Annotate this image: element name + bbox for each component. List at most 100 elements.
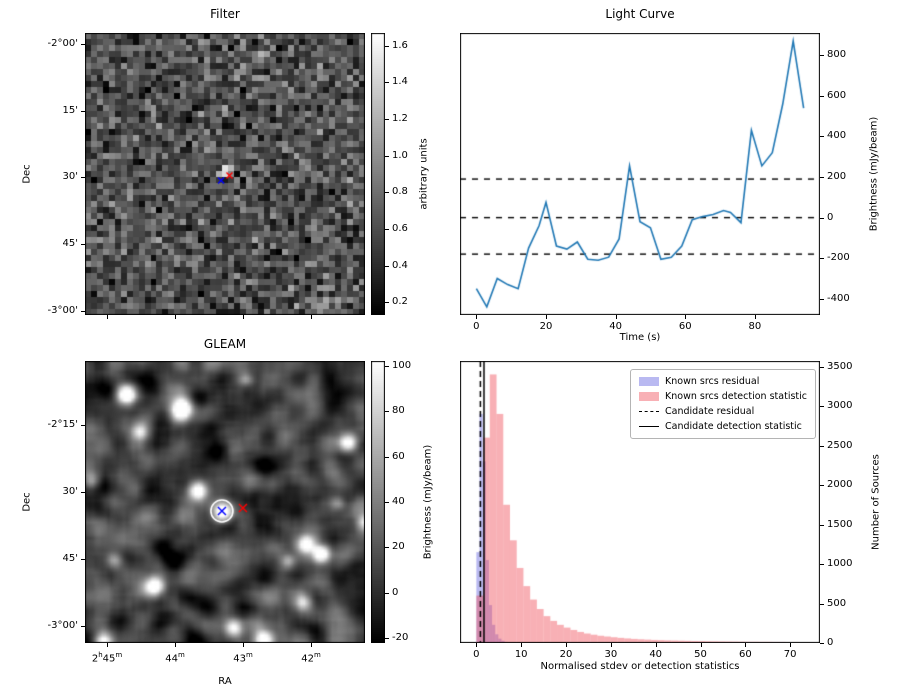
stat-tick-label: 50 bbox=[694, 649, 707, 660]
filter-colorbar-label: arbitrary units bbox=[418, 138, 430, 210]
filter-y-axis-label: Dec bbox=[21, 164, 33, 184]
legend-label: Candidate detection statistic bbox=[665, 421, 802, 432]
time-tick bbox=[476, 315, 478, 319]
colorbar-tick-label: 1.2 bbox=[392, 113, 408, 125]
count-tick bbox=[820, 406, 824, 408]
colorbar-tick-label: 80 bbox=[392, 405, 405, 417]
lightcurve-title: Light Curve bbox=[605, 7, 675, 21]
brightness-tick-label: -400 bbox=[827, 292, 850, 304]
time-tick-label: 40 bbox=[609, 321, 622, 332]
brightness-tick bbox=[820, 55, 824, 57]
colorbar-tick bbox=[385, 456, 389, 458]
count-tick-label: 2500 bbox=[827, 439, 853, 451]
dec-tick-label: -2°15' bbox=[47, 419, 78, 430]
histogram-y-axis-label: Number of Sources bbox=[870, 454, 882, 550]
brightness-tick-label: -200 bbox=[827, 252, 850, 264]
stat-tick-label: 30 bbox=[604, 649, 618, 660]
dec-tick-label: 15' bbox=[62, 104, 78, 116]
stat-tick-label: 70 bbox=[783, 649, 797, 660]
stat-tick-label: 40 bbox=[649, 649, 663, 660]
ra-tick bbox=[243, 643, 244, 647]
colorbar-tick-label: 20 bbox=[392, 541, 405, 553]
filter-heatmap bbox=[85, 33, 365, 315]
colorbar-tick bbox=[385, 411, 389, 413]
colorbar-tick-label: 0.4 bbox=[392, 259, 408, 271]
dec-tick-label: 45' bbox=[62, 553, 78, 565]
ra-tick-label: 42m bbox=[301, 651, 321, 665]
count-tick bbox=[820, 643, 824, 644]
gleam-heatmap bbox=[85, 361, 365, 643]
colorbar-tick bbox=[385, 302, 389, 304]
stat-tick bbox=[610, 643, 612, 647]
brightness-tick bbox=[820, 177, 824, 179]
count-tick bbox=[820, 445, 824, 447]
histogram-legend: Known srcs residual Known srcs detection … bbox=[630, 369, 816, 439]
ra-tick bbox=[243, 315, 244, 319]
dec-tick bbox=[81, 626, 85, 628]
dec-tick bbox=[81, 244, 85, 246]
time-tick-label: 80 bbox=[748, 321, 762, 332]
count-tick-label: 1000 bbox=[827, 558, 853, 569]
stat-tick-label: 0 bbox=[473, 649, 480, 660]
stat-tick bbox=[700, 643, 702, 647]
time-tick-label: 20 bbox=[539, 321, 553, 332]
count-tick bbox=[820, 485, 824, 487]
colorbar-tick-label: 60 bbox=[392, 450, 405, 462]
filter-title: Filter bbox=[210, 7, 240, 21]
count-tick-label: 500 bbox=[827, 597, 847, 609]
legend-patch-swatch bbox=[639, 392, 659, 401]
colorbar-tick bbox=[385, 547, 389, 549]
colorbar-tick-label: 40 bbox=[392, 496, 405, 507]
ra-tick bbox=[310, 315, 312, 319]
ra-tick bbox=[107, 643, 108, 647]
colorbar-tick bbox=[385, 502, 389, 503]
ra-tick bbox=[107, 315, 108, 319]
brightness-tick-label: 200 bbox=[827, 171, 847, 183]
colorbar-tick-label: 1.4 bbox=[392, 76, 408, 88]
ra-tick bbox=[174, 643, 176, 647]
colorbar-tick bbox=[385, 192, 389, 194]
legend-label: Candidate residual bbox=[665, 406, 755, 417]
count-tick bbox=[820, 564, 824, 565]
count-tick bbox=[820, 366, 824, 368]
ra-tick-label: 43m bbox=[233, 651, 253, 665]
time-tick bbox=[545, 315, 547, 319]
dec-tick bbox=[81, 110, 85, 112]
dec-tick-label: 30' bbox=[62, 486, 78, 498]
colorbar-tick bbox=[385, 265, 389, 267]
colorbar-tick bbox=[385, 82, 389, 84]
time-tick bbox=[685, 315, 687, 319]
count-tick-label: 3500 bbox=[827, 360, 853, 372]
brightness-tick-label: 400 bbox=[827, 130, 847, 142]
colorbar-tick bbox=[385, 119, 389, 121]
colorbar-tick-label: -20 bbox=[392, 632, 409, 644]
colorbar-tick-label: 0.6 bbox=[392, 222, 408, 234]
count-tick-label: 3000 bbox=[827, 400, 853, 412]
colorbar-tick bbox=[385, 155, 389, 157]
dec-tick-label: 30' bbox=[62, 171, 78, 183]
histogram-x-axis-label: Normalised stdev or detection statistics bbox=[540, 661, 740, 672]
legend-item: Known srcs detection statistic bbox=[639, 389, 807, 404]
dec-tick bbox=[81, 492, 85, 494]
dec-tick-label: -3°00' bbox=[47, 620, 78, 632]
legend-line-swatch bbox=[639, 426, 659, 427]
legend-patch-swatch bbox=[639, 377, 659, 386]
dec-tick bbox=[81, 310, 85, 312]
ra-tick-label: 44m bbox=[165, 651, 185, 665]
dec-tick-label: -2°00' bbox=[47, 37, 78, 49]
count-tick bbox=[820, 603, 824, 605]
dec-tick bbox=[81, 43, 85, 45]
count-tick bbox=[820, 524, 824, 526]
legend-item: Candidate detection statistic bbox=[639, 419, 807, 434]
count-tick-label: 1500 bbox=[827, 518, 853, 530]
brightness-tick bbox=[820, 136, 824, 138]
gleam-colorbar-label: Brightness (mJy/beam) bbox=[422, 444, 434, 560]
time-tick-label: 0 bbox=[473, 321, 480, 332]
colorbar-tick-label: 0.8 bbox=[392, 186, 408, 198]
colorbar-tick bbox=[385, 592, 389, 594]
gleam-title: GLEAM bbox=[203, 337, 247, 351]
brightness-tick bbox=[820, 258, 824, 260]
dec-tick-label: -3°00' bbox=[47, 304, 78, 316]
colorbar-tick-label: 0 bbox=[392, 586, 399, 598]
